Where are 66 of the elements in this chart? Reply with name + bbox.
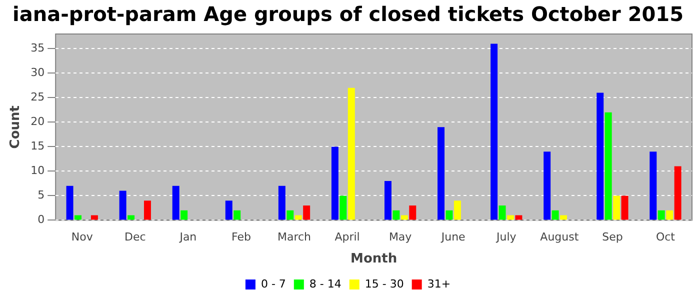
legend-label: 15 - 30 (364, 277, 404, 290)
bar (490, 44, 498, 220)
bar (172, 186, 180, 220)
legend-label: 31+ (427, 277, 451, 290)
bar (74, 215, 82, 220)
x-tick-label: Oct (656, 230, 676, 244)
bar (331, 146, 338, 220)
bar (498, 206, 506, 220)
y-tick-label: 5 (38, 188, 45, 202)
y-tick-label: 30 (30, 66, 45, 80)
bar (286, 210, 294, 220)
bar (515, 215, 522, 220)
x-tick-label: Sep (602, 230, 623, 244)
x-tick-label: July (495, 230, 517, 244)
bar (90, 215, 98, 220)
bar (392, 210, 400, 220)
bar (560, 215, 568, 220)
x-tick-label: May (388, 230, 412, 244)
bar (604, 112, 612, 220)
y-tick-label: 25 (30, 90, 45, 104)
bar (128, 215, 135, 220)
x-tick-label: Nov (71, 230, 94, 244)
x-axis-title: Month (350, 252, 398, 267)
bar (454, 200, 461, 220)
bar (621, 196, 628, 220)
bar (666, 210, 674, 220)
bar (658, 210, 665, 220)
bar (613, 196, 620, 220)
bar (119, 190, 126, 220)
bar (144, 200, 151, 220)
legend-label: 8 - 14 (309, 277, 342, 290)
bar (180, 210, 188, 220)
bar (650, 152, 657, 220)
x-tick-label: Jan (178, 230, 197, 244)
x-tick-label: March (277, 230, 312, 244)
bar (384, 181, 392, 220)
bar (438, 127, 445, 220)
bar (409, 206, 416, 220)
bar (303, 206, 310, 220)
bar (552, 210, 559, 220)
bar (66, 186, 74, 220)
bar (446, 210, 453, 220)
chart-title: iana-prot-param Age groups of closed tickets October 2015 (12, 2, 684, 26)
x-tick-label: August (540, 230, 580, 244)
bar (294, 215, 302, 220)
bar (400, 215, 408, 220)
y-tick-label: 0 (38, 213, 45, 226)
bar (348, 88, 355, 220)
bar (225, 200, 232, 220)
y-tick-label: 35 (30, 42, 45, 55)
bar (278, 186, 286, 220)
x-tick-label: Feb (231, 230, 251, 244)
legend-label: 0 - 7 (260, 277, 286, 290)
bar (596, 92, 604, 220)
bar (340, 196, 347, 220)
bar (544, 152, 551, 220)
y-tick-label: 10 (30, 164, 45, 178)
x-tick-label: June (440, 230, 466, 244)
x-tick-label: Dec (124, 230, 146, 244)
y-tick-label: 20 (30, 115, 45, 128)
y-tick-label: 15 (30, 140, 45, 153)
bar (507, 215, 514, 220)
y-axis-title: Count (8, 106, 24, 149)
bar (234, 210, 241, 220)
x-tick-label: April (334, 230, 360, 244)
bar (674, 166, 682, 220)
